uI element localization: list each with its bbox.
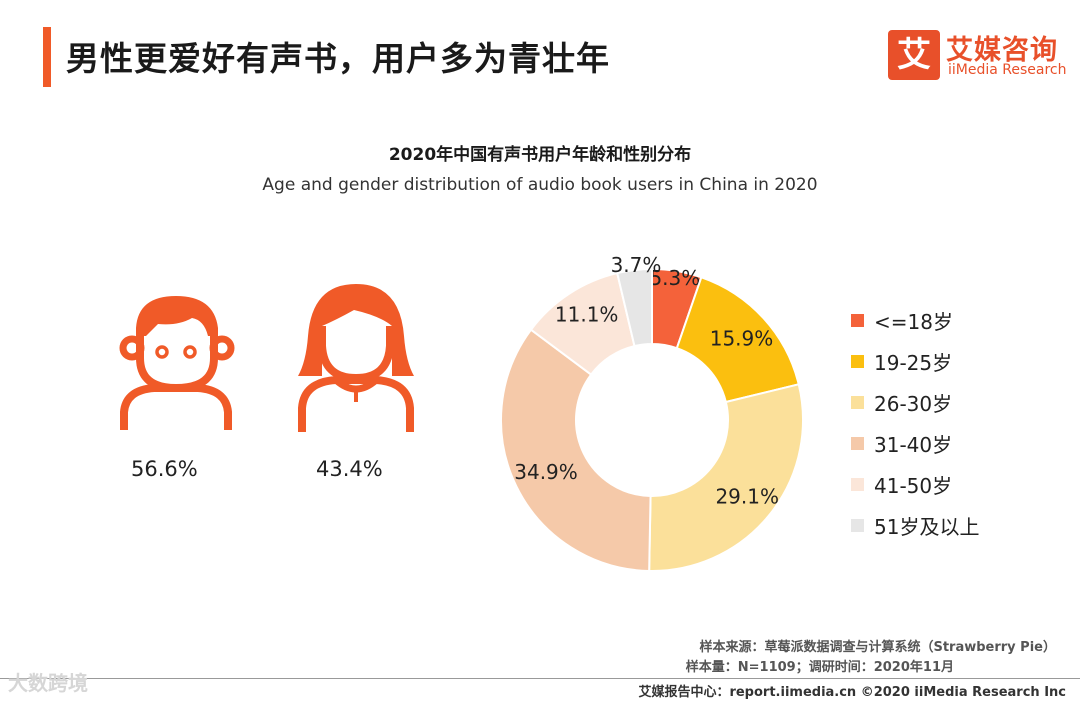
slice-label: 5.3% bbox=[649, 266, 700, 290]
slice-label: 29.1% bbox=[715, 484, 779, 508]
legend-swatch bbox=[851, 314, 864, 327]
legend-swatch bbox=[851, 437, 864, 450]
legend-item: 41-50岁 bbox=[851, 464, 979, 505]
logo-text-en: iiMedia Research bbox=[948, 62, 1067, 78]
legend-item: <=18岁 bbox=[851, 300, 979, 341]
female-icon bbox=[298, 284, 414, 432]
legend-swatch bbox=[851, 355, 864, 368]
male-percentage: 56.6% bbox=[131, 457, 198, 481]
title-accent-bar bbox=[43, 27, 51, 87]
slice-label: 15.9% bbox=[710, 327, 774, 351]
legend-label: <=18岁 bbox=[874, 310, 953, 334]
donut-slice bbox=[648, 383, 804, 572]
chart-title: 2020年中国有声书用户年龄和性别分布 bbox=[388, 145, 692, 165]
slice-label: 3.7% bbox=[611, 253, 662, 277]
legend-swatch bbox=[851, 478, 864, 491]
slice-label: 11.1% bbox=[555, 303, 619, 327]
legend-swatch bbox=[851, 396, 864, 409]
donut-slice bbox=[616, 267, 653, 348]
logo-mark: 艾 bbox=[888, 30, 940, 80]
legend-item: 26-30岁 bbox=[851, 382, 979, 423]
legend-label: 41-50岁 bbox=[874, 474, 953, 498]
chart-legend: <=18岁 19-25岁 26-30岁 31-40岁 41-50岁 51岁及以上 bbox=[851, 300, 979, 546]
legend-item: 31-40岁 bbox=[851, 423, 979, 464]
page-title: 男性更爱好有声书，用户多为青壮年 bbox=[66, 39, 610, 78]
donut-slice bbox=[500, 328, 652, 572]
sample-note: 样本量：N=1109；调研时间：2020年11月 bbox=[685, 660, 954, 675]
chart-subtitle: Age and gender distribution of audio boo… bbox=[262, 175, 818, 195]
logo-text-cn: 艾媒咨询 bbox=[946, 35, 1058, 66]
brand-logo: 艾 艾媒咨询 iiMedia Research bbox=[888, 28, 1067, 84]
legend-label: 26-30岁 bbox=[874, 392, 953, 416]
footer-divider bbox=[0, 678, 1080, 679]
footer-source: 艾媒报告中心：report.iimedia.cn ©2020 iiMedia R… bbox=[638, 685, 1066, 700]
source-note: 样本来源：草莓派数据调查与计算系统（Strawberry Pie） bbox=[699, 640, 1056, 655]
legend-label: 31-40岁 bbox=[874, 433, 953, 457]
legend-item: 19-25岁 bbox=[851, 341, 979, 382]
male-icon bbox=[119, 296, 235, 430]
legend-label: 51岁及以上 bbox=[874, 515, 980, 539]
legend-item: 51岁及以上 bbox=[851, 505, 979, 546]
legend-swatch bbox=[851, 519, 864, 532]
legend-label: 19-25岁 bbox=[874, 351, 953, 375]
slice-label: 34.9% bbox=[514, 460, 578, 484]
watermark: 大数跨境 bbox=[8, 671, 88, 695]
female-percentage: 43.4% bbox=[316, 457, 383, 481]
